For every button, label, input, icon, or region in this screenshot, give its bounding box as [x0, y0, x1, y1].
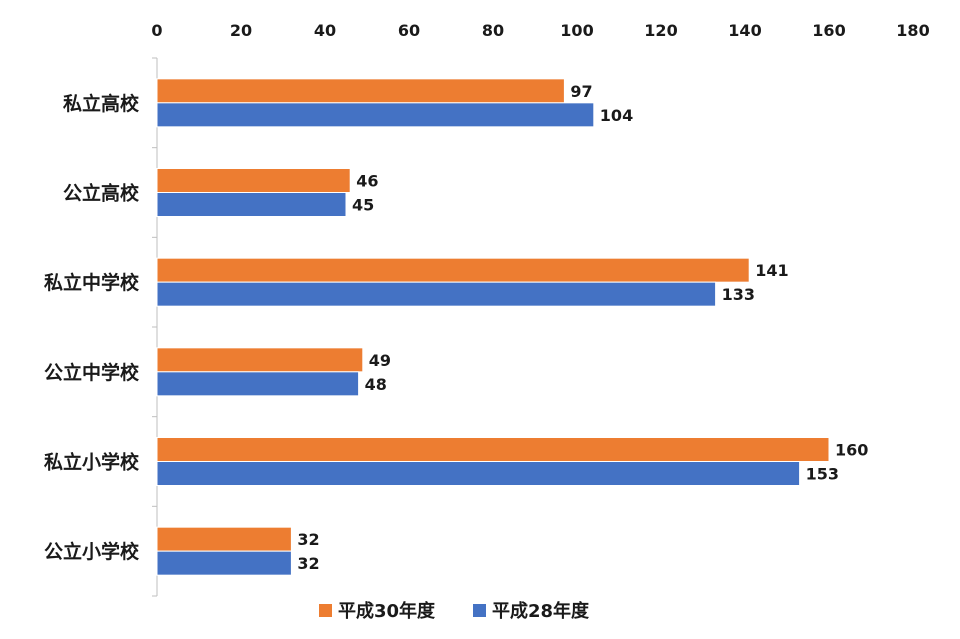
bar: [156, 550, 292, 576]
x-tick-label: 20: [230, 21, 252, 40]
x-tick-label: 80: [482, 21, 504, 40]
bar: [156, 371, 360, 397]
x-tick-label: 60: [398, 21, 420, 40]
category-label: 公立高校: [63, 182, 140, 205]
x-tick-label: 120: [644, 21, 677, 40]
bars: [156, 78, 830, 576]
legend-label-h28: 平成28年度: [492, 600, 590, 622]
category-label: 私立中学校: [44, 271, 140, 294]
bar: [156, 78, 565, 104]
x-tick-label: 40: [314, 21, 336, 40]
bar: [156, 526, 292, 552]
bar: [156, 168, 351, 193]
bar: [156, 102, 595, 128]
data-label: 97: [570, 82, 592, 101]
x-tick-label: 180: [896, 21, 929, 40]
data-label: 45: [352, 196, 374, 215]
data-label: 32: [297, 554, 319, 573]
bar: [156, 461, 801, 486]
data-label: 153: [806, 465, 839, 484]
data-label: 141: [755, 261, 788, 280]
category-label: 私立高校: [63, 92, 140, 115]
category-label: 私立小学校: [44, 451, 140, 474]
category-label: 公立中学校: [44, 361, 140, 384]
x-axis-ticks: 0 20 40 60 80 100 120 140 160 180: [151, 21, 929, 40]
category-label: 公立小学校: [44, 540, 140, 563]
data-label: 104: [600, 106, 633, 125]
legend: 平成30年度 平成28年度: [319, 600, 590, 622]
legend-label-h30: 平成30年度: [338, 600, 436, 622]
data-label: 49: [369, 351, 391, 370]
bar: [156, 281, 717, 307]
legend-swatch-h28: [473, 604, 486, 617]
x-tick-label: 0: [151, 21, 162, 40]
data-label: 46: [356, 172, 378, 191]
bar: [156, 347, 364, 373]
x-tick-label: 160: [812, 21, 845, 40]
data-label: 48: [365, 375, 387, 394]
bar: [156, 257, 750, 283]
x-tick-label: 100: [560, 21, 593, 40]
bar: [156, 192, 347, 217]
bar: [156, 437, 830, 462]
data-label: 32: [297, 530, 319, 549]
legend-swatch-h30: [319, 604, 332, 617]
x-tick-label: 140: [728, 21, 761, 40]
y-axis-tick-marks: [152, 57, 157, 597]
data-label: 160: [835, 441, 868, 460]
data-label: 133: [722, 285, 755, 304]
